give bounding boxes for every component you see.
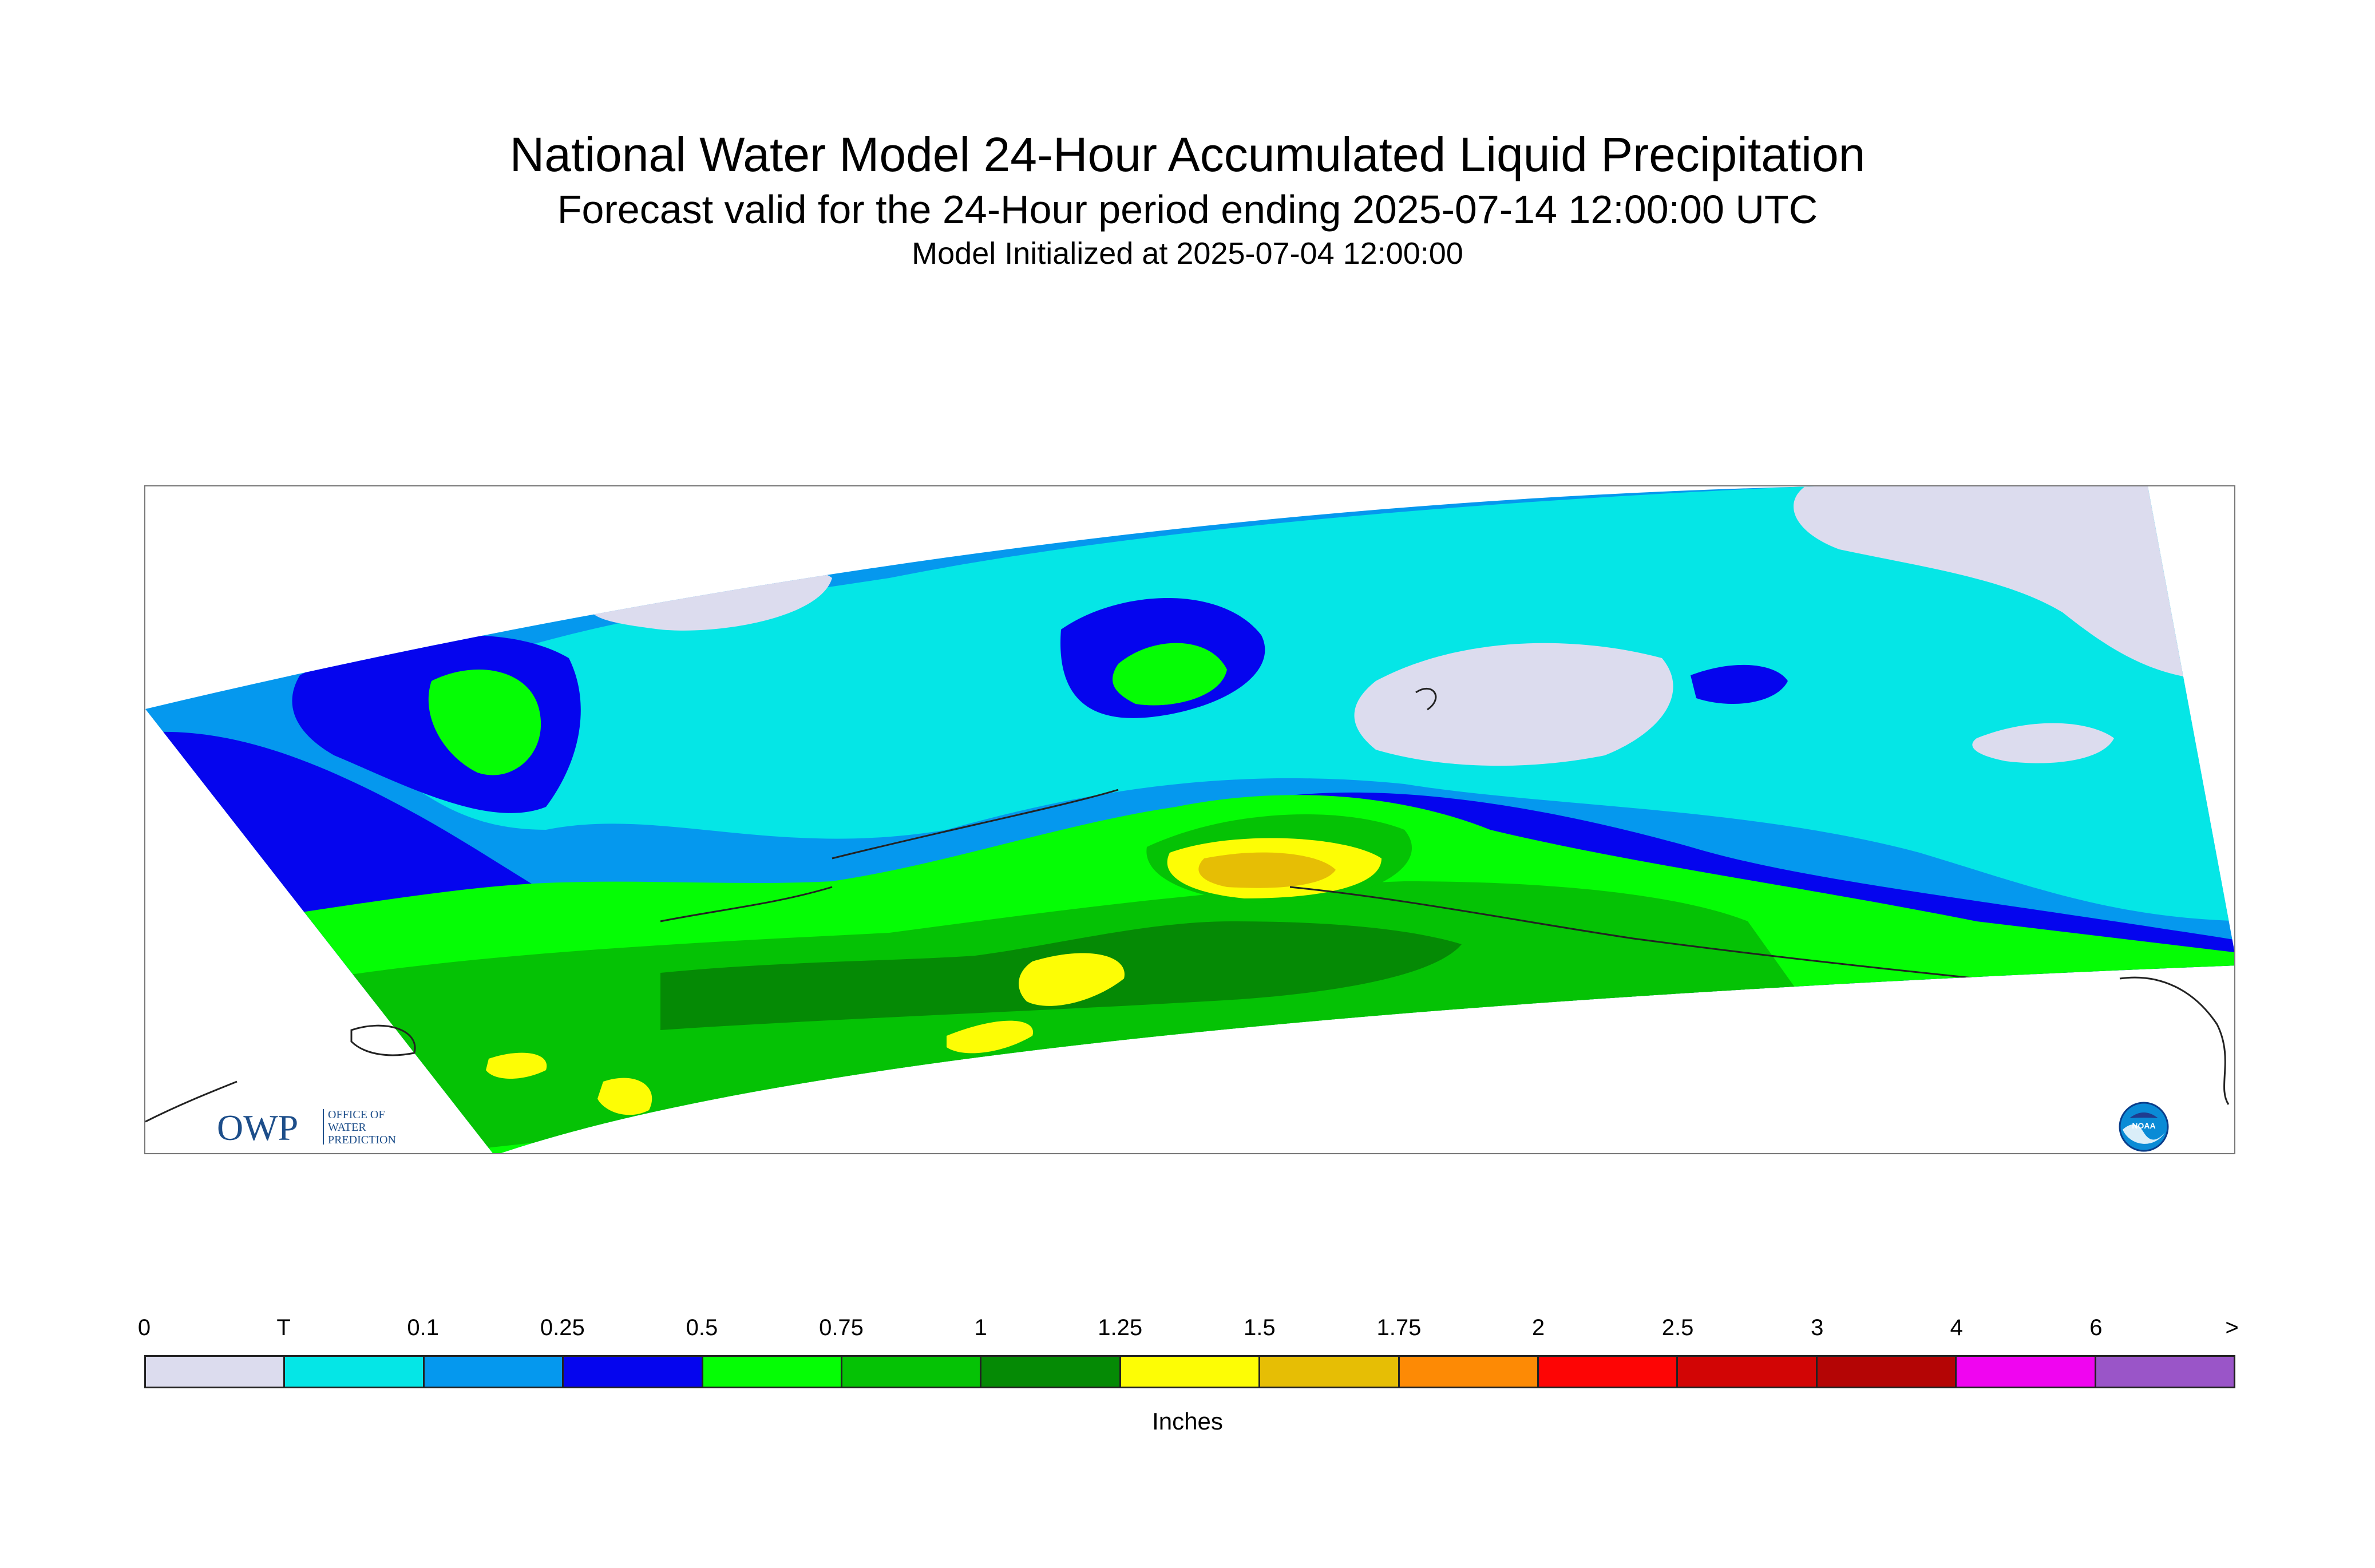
legend-tick: 4 [1950,1315,1963,1340]
owp-logo-text: OWP [217,1107,298,1148]
legend-swatch [1539,1357,1679,1387]
legend-tick: 0.25 [540,1315,585,1340]
owp-tagline-2: WATER [328,1121,366,1134]
legend-tick: 0.5 [686,1315,718,1340]
map-title: National Water Model 24-Hour Accumulated… [509,128,1866,181]
legend-swatch [2096,1357,2234,1387]
legend-tick: 1.25 [1098,1315,1143,1340]
owp-tagline-3: PREDICTION [328,1134,396,1146]
legend-tick: > [2225,1315,2239,1340]
color-legend [144,1355,2235,1388]
legend-tick: 0.1 [407,1315,439,1340]
precipitation-map: OWP OFFICE OF WATER PREDICTION NOAA [144,485,2235,1154]
legend-swatch [842,1357,982,1387]
legend-tick: 1 [974,1315,987,1340]
legend-swatch [1678,1357,1818,1387]
legend-tick: 0 [137,1315,151,1340]
legend-tick: 3 [1811,1315,1824,1340]
legend-swatch [703,1357,843,1387]
legend-tick: 6 [2089,1315,2103,1340]
legend-swatch [424,1357,564,1387]
legend-swatch [1817,1357,1957,1387]
legend-tick: T [276,1315,291,1340]
legend-tick: 2.5 [1661,1315,1694,1340]
legend-swatch [1121,1357,1261,1387]
map-subtitle: Forecast valid for the 24-Hour period en… [557,187,1818,232]
legend-tick: 1.75 [1376,1315,1422,1340]
model-init-line: Model Initialized at 2025-07-04 12:00:00 [912,236,1463,271]
legend-swatch [564,1357,703,1387]
legend-tick: 0.75 [819,1315,864,1340]
owp-tagline-1: OFFICE OF [328,1108,385,1121]
legend-swatch [1260,1357,1400,1387]
noaa-logo-text: NOAA [2132,1121,2155,1130]
legend-tick: 1.5 [1243,1315,1276,1340]
legend-units-label: Inches [1152,1408,1223,1435]
precip-field [145,486,2234,1153]
legend-swatch [1957,1357,2096,1387]
legend-swatch [1399,1357,1539,1387]
legend-swatch [981,1357,1121,1387]
legend-swatch [146,1357,286,1387]
legend-tick: 2 [1531,1315,1545,1340]
legend-swatch [285,1357,425,1387]
